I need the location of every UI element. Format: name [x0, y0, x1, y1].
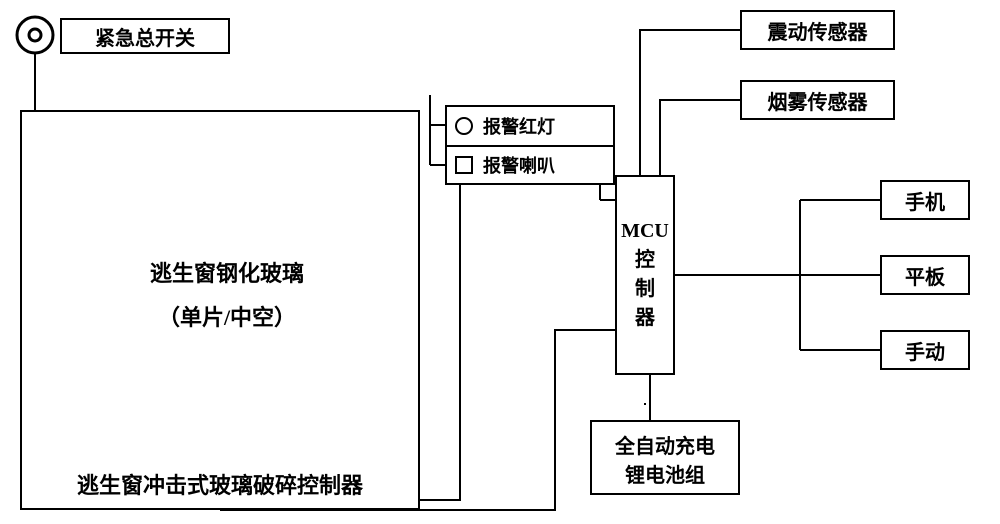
smoke-sensor-label: 烟雾传感器 [768, 86, 868, 115]
battery-box: 全自动充电 锂电池组 [590, 420, 740, 495]
battery-line1: 全自动充电 [592, 430, 738, 459]
glass-line1: 逃生窗钢化玻璃 [92, 252, 362, 296]
phone-label: 手机 [905, 186, 945, 215]
phone-box: 手机 [880, 180, 970, 220]
battery-line2: 锂电池组 [592, 459, 738, 488]
mcu-line4: 器 [621, 301, 669, 330]
glass-controller-box: 逃生窗钢化玻璃 （单片/中空） 逃生窗冲击式玻璃破碎控制器 [20, 110, 420, 510]
glass-panel-text: 逃生窗钢化玻璃 （单片/中空） [92, 252, 362, 340]
alarm-box: 报警红灯 报警喇叭 [445, 105, 615, 185]
manual-label: 手动 [905, 336, 945, 365]
mcu-line3: 制 [621, 272, 669, 301]
glass-line2: （单片/中空） [92, 296, 362, 340]
alarm-red-light-label: 报警红灯 [483, 113, 555, 139]
alarm-speaker-row: 报警喇叭 [447, 145, 613, 183]
emergency-switch-box: 紧急总开关 [60, 18, 230, 54]
tablet-box: 平板 [880, 255, 970, 295]
vibration-sensor-box: 震动传感器 [740, 10, 895, 50]
square-icon [455, 156, 473, 174]
circle-icon [455, 117, 473, 135]
tablet-label: 平板 [905, 261, 945, 290]
alarm-red-light-row: 报警红灯 [447, 107, 613, 145]
vibration-sensor-label: 震动传感器 [768, 16, 868, 45]
alarm-speaker-label: 报警喇叭 [483, 152, 555, 178]
mcu-line1: MCU [621, 220, 669, 243]
smoke-sensor-box: 烟雾传感器 [740, 80, 895, 120]
emergency-switch-label: 紧急总开关 [95, 22, 195, 51]
mcu-box: MCU 控 制 器 [615, 175, 675, 375]
mcu-line2: 控 [621, 243, 669, 272]
controller-caption: 逃生窗冲击式玻璃破碎控制器 [22, 468, 418, 500]
manual-box: 手动 [880, 330, 970, 370]
